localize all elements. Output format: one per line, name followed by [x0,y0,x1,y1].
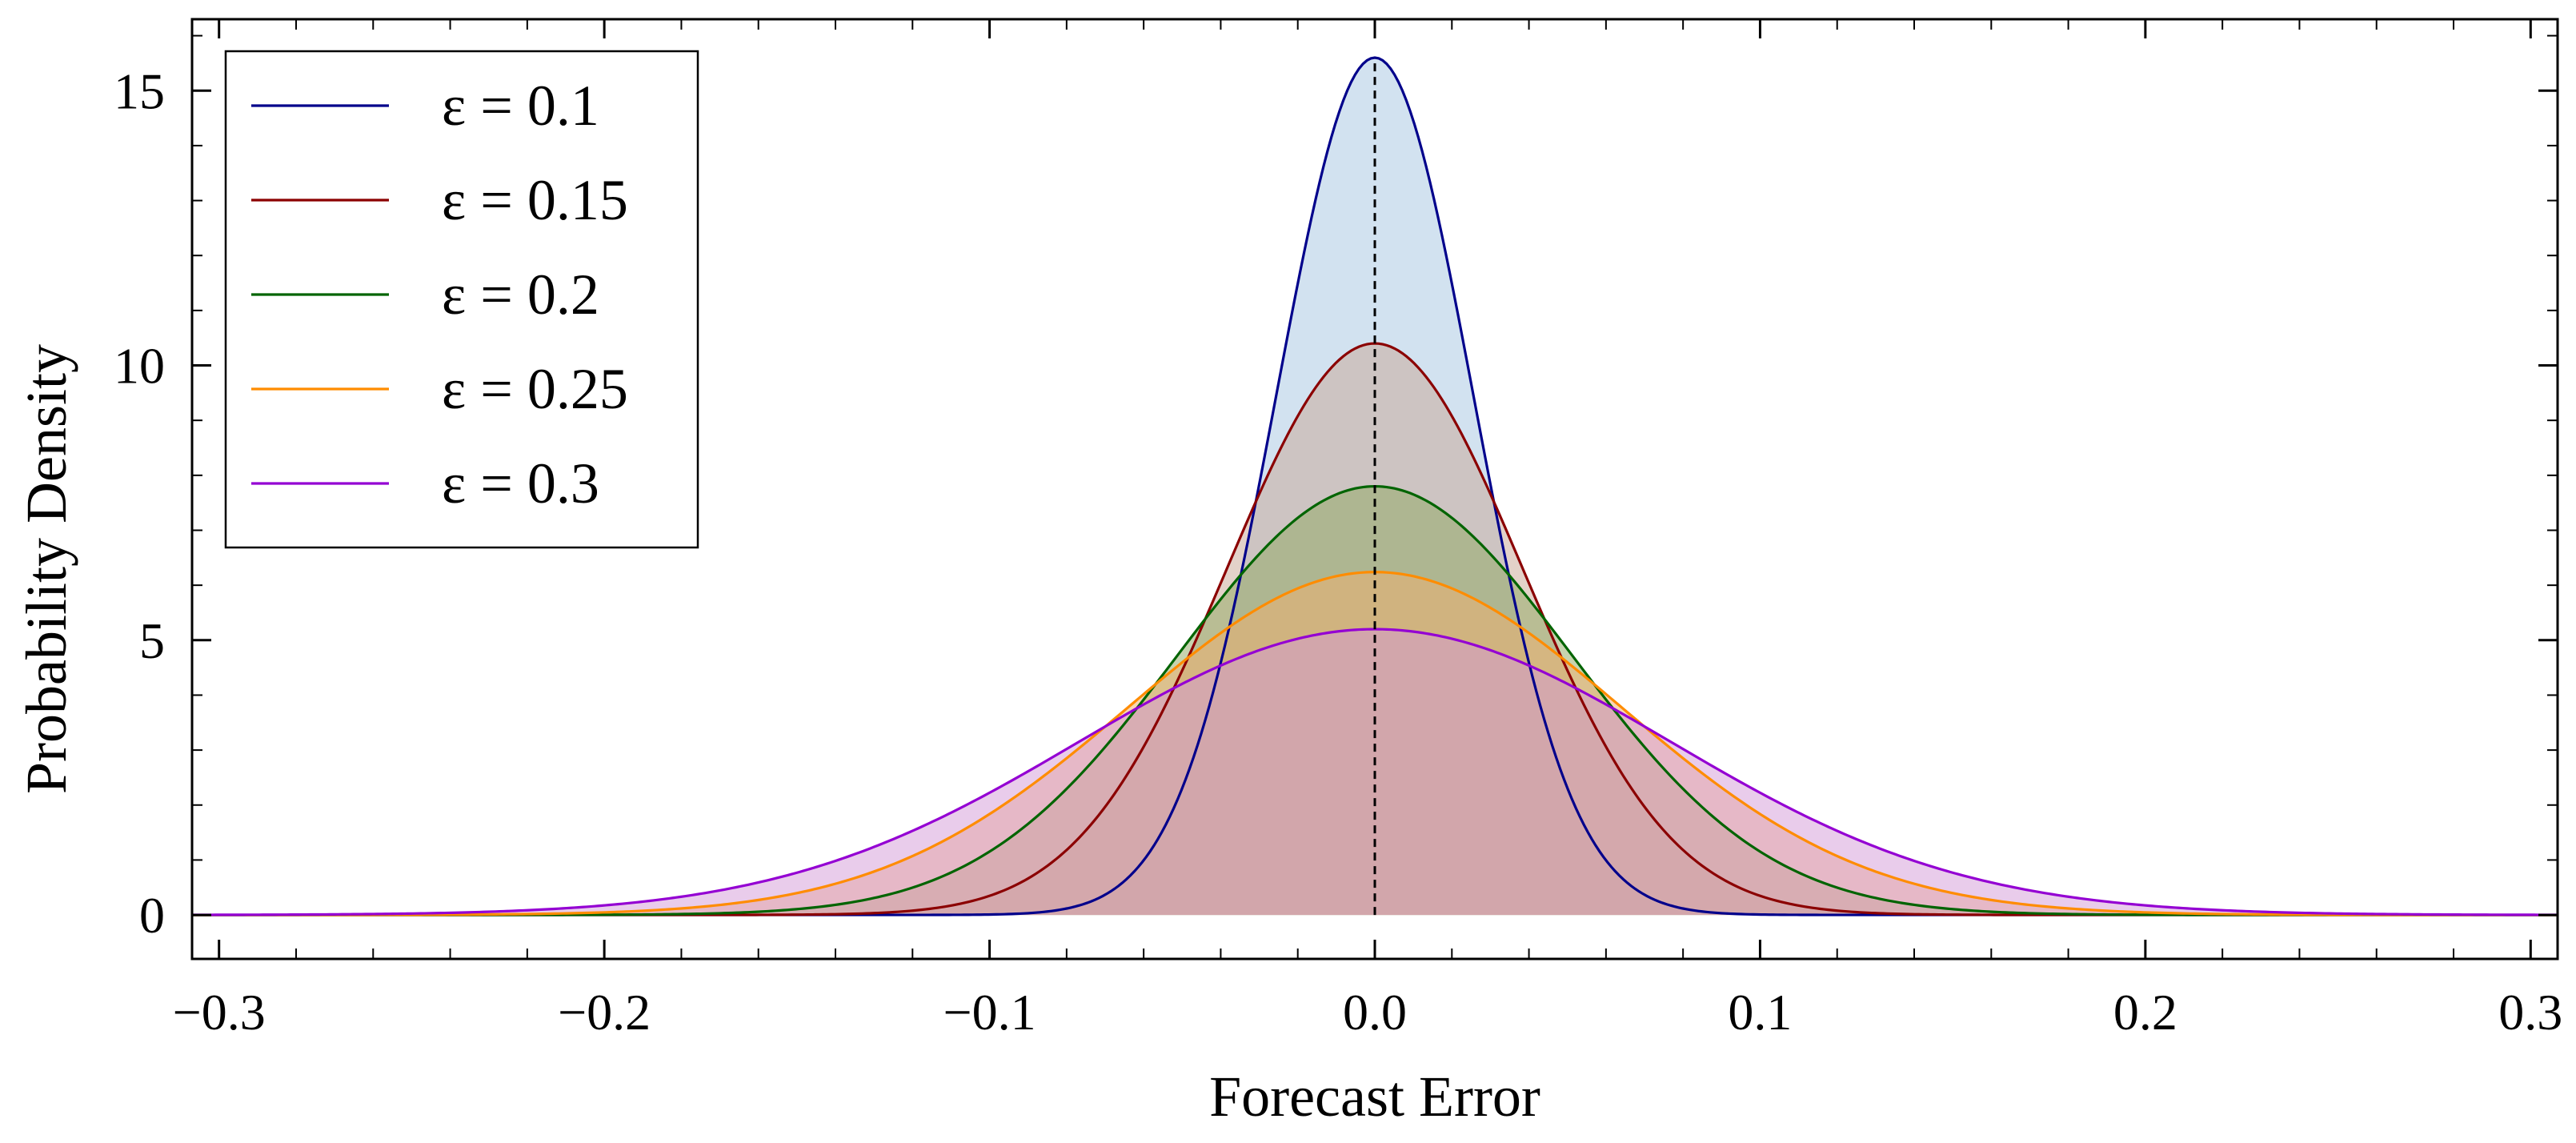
x-axis-title: Forecast Error [1209,1065,1540,1129]
y-axis: 0 5 10 15 [114,34,2558,944]
x-tick-label: 0.2 [2113,984,2177,1041]
x-tick-label: −0.3 [173,984,266,1041]
x-tick-label: 0.3 [2498,984,2562,1041]
x-tick-label: 0.1 [1728,984,1792,1041]
legend: ε = 0.1 ε = 0.15 ε = 0.2 ε = 0.25 ε = 0.3 [224,50,699,549]
legend-label-0-25: ε = 0.25 [442,357,628,421]
legend-label-0-1: ε = 0.1 [442,74,599,138]
x-axis: −0.3 −0.2 −0.1 0.0 0.1 0.2 0.3 [173,19,2562,1041]
y-tick-label: 0 [139,887,165,944]
y-axis-title: Probability Density [14,344,78,794]
legend-label-0-15: ε = 0.15 [442,168,628,232]
y-tick-label: 5 [139,612,165,669]
legend-label-0-2: ε = 0.2 [442,263,599,327]
legend-box [224,50,699,549]
legend-label-0-3: ε = 0.3 [442,451,599,515]
y-tick-label: 10 [114,338,165,395]
x-tick-label: −0.1 [943,984,1036,1041]
y-tick-label: 15 [114,62,165,119]
x-tick-label: −0.2 [558,984,651,1041]
x-tick-label: 0.0 [1343,984,1407,1041]
